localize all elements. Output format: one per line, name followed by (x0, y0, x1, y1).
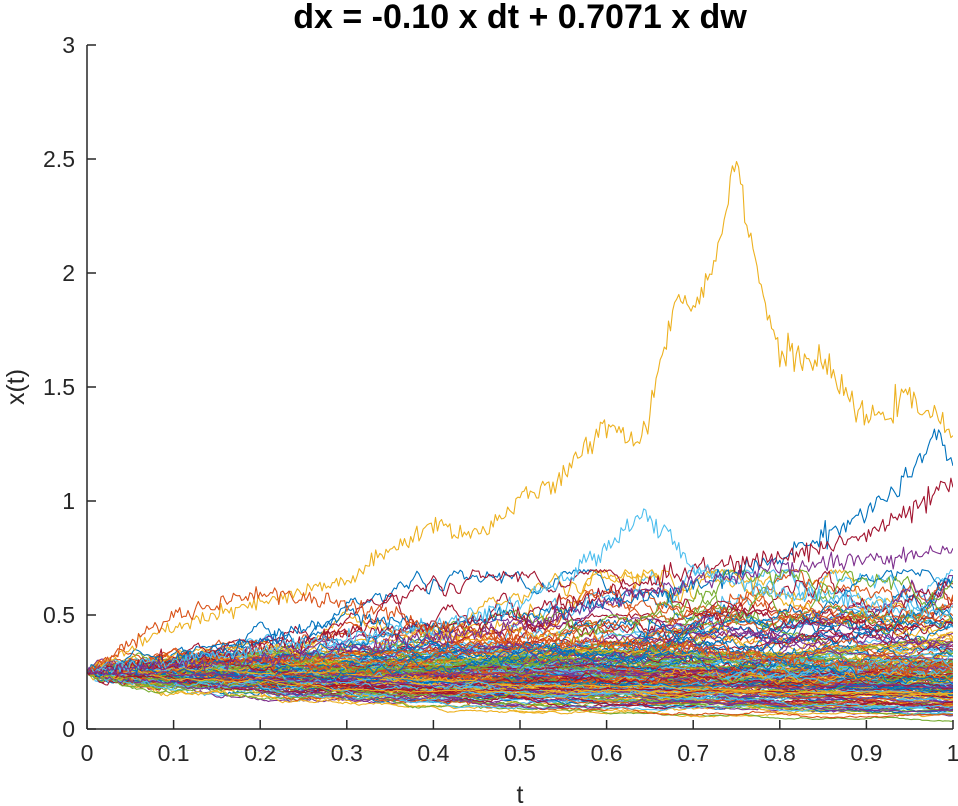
plot-area (87, 160, 953, 722)
x-tick-label: 0 (81, 740, 94, 766)
sample-path (87, 669, 953, 707)
x-axis-label: t (517, 781, 524, 806)
x-tick-label: 0.5 (504, 740, 536, 766)
sample-path (87, 668, 953, 697)
sample-path (87, 670, 953, 712)
x-tick-label: 0.3 (331, 740, 363, 766)
sample-path (87, 671, 953, 716)
highlighted-path (87, 428, 953, 677)
highlighted-path (87, 545, 953, 676)
sample-path (87, 663, 953, 695)
y-tick-label: 1.5 (43, 374, 75, 400)
sample-path (87, 670, 953, 718)
x-tick-label: 0.6 (591, 740, 623, 766)
axes: 0 0.1 0.2 0.3 0.4 0.5 0.6 0.7 0.8 0.9 1 0 0.5 1 1.5 2 2… (43, 32, 958, 766)
sample-path (87, 670, 953, 698)
x-tick-label: 0.1 (158, 740, 190, 766)
x-tick-label: 0.9 (850, 740, 882, 766)
highlighted-path (87, 477, 953, 676)
x-tick-label: 0.2 (244, 740, 276, 766)
highlighted-path (87, 586, 953, 676)
x-tick-label: 0.8 (764, 740, 796, 766)
x-tick-label: 0.4 (417, 740, 449, 766)
y-tick-label: 2.5 (43, 146, 75, 172)
sample-path (87, 669, 953, 690)
y-axis-label: x(t) (2, 369, 30, 405)
y-ticks: 0 0.5 1 1.5 2 2.5 3 (43, 32, 96, 742)
y-tick-label: 3 (62, 32, 75, 58)
sample-path (87, 669, 953, 692)
sample-path (87, 662, 953, 694)
sample-path (87, 569, 953, 683)
sample-path (87, 632, 953, 681)
sample-path (87, 600, 953, 674)
y-tick-label: 1 (62, 488, 75, 514)
sample-path (87, 671, 953, 699)
sample-path (87, 665, 953, 713)
y-tick-label: 0.5 (43, 602, 75, 628)
x-tick-label: 1 (947, 740, 958, 766)
sample-path (87, 653, 953, 695)
chart-title: dx = -0.10 x dt + 0.7071 x dw (293, 0, 747, 36)
x-tick-label: 0.7 (677, 740, 709, 766)
y-tick-label: 2 (62, 260, 75, 286)
highlighted-path (87, 508, 953, 674)
highlighted-path (87, 160, 953, 673)
x-ticks: 0 0.1 0.2 0.3 0.4 0.5 0.6 0.7 0.8 0.9 1 (81, 720, 958, 766)
sample-path (87, 599, 953, 682)
sample-paths (87, 160, 953, 722)
sample-path (87, 569, 953, 677)
y-tick-label: 0 (62, 716, 75, 742)
sample-path (87, 632, 953, 679)
